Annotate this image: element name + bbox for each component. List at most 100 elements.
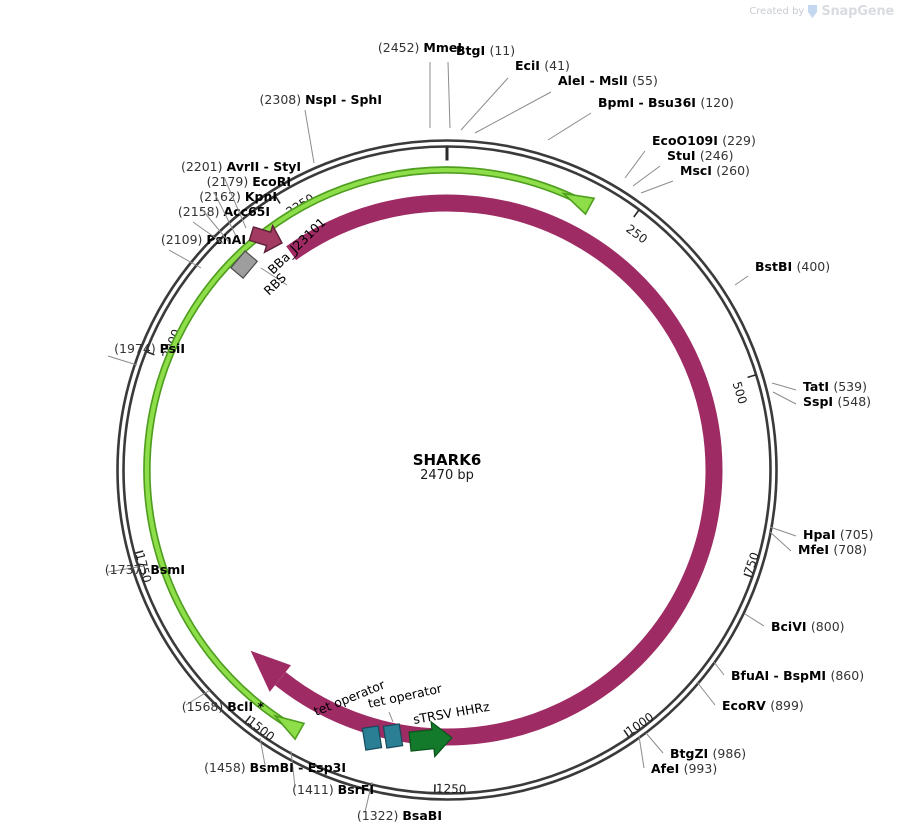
site-position: (705) [840, 527, 874, 542]
site-leader-line [192, 221, 225, 245]
site-label: SspI (548) [803, 394, 871, 409]
strsv-hhrz-ribozyme[interactable] [408, 720, 453, 759]
restriction-site-AvrII-StyI[interactable]: (2201) AvrII - StyI [181, 159, 301, 229]
strsv-hhrz-label: sTRSV HHRz [412, 699, 491, 727]
site-label: BfuAI - BspMI (860) [731, 668, 864, 683]
tick-label-250: 250 [623, 222, 650, 247]
site-position: (1322) [357, 808, 403, 823]
site-label: BciVI (800) [771, 619, 845, 634]
site-position: (993) [684, 761, 718, 776]
site-enzyme-name: BpmI - Bsu36I [598, 95, 700, 110]
restriction-site-EciI[interactable]: EciI (41) [460, 58, 570, 131]
site-position: (1458) [204, 760, 250, 775]
site-leader-line [713, 661, 725, 676]
restriction-site-TatI[interactable]: TatI (539) [771, 379, 867, 394]
restriction-site-BsrFI[interactable]: (1411) BsrFI [290, 750, 374, 797]
tick-mark-500 [747, 373, 757, 379]
site-label: BstBI (400) [755, 259, 830, 274]
site-enzyme-name: EcoRV [722, 698, 770, 713]
restriction-site-MmeI[interactable]: (2452) MmeI [378, 40, 462, 128]
rbs-label: RBS [261, 270, 289, 298]
restriction-site-BtgI[interactable]: BtgI (11) [447, 43, 515, 129]
rbs-leader-line [260, 267, 288, 286]
snapgene-branding: Created by SnapGene [749, 4, 894, 19]
restriction-site-BciVI[interactable]: BciVI (800) [744, 613, 845, 634]
site-position: (539) [833, 379, 867, 394]
site-leader-line [734, 275, 749, 286]
restriction-site-KpnI[interactable]: (2162) KpnI [199, 189, 277, 242]
restriction-site-EcoRI[interactable]: (2179) EcoRI [207, 174, 291, 237]
plasmid-name: SHARK6 [413, 451, 482, 469]
site-leader-line [474, 91, 552, 134]
tick-label-1000: 1000 [623, 710, 656, 739]
site-label: StuI (246) [667, 148, 734, 163]
site-label: (1322) BsaBI [357, 808, 442, 823]
tick-mark-1000 [623, 729, 630, 738]
site-enzyme-name: HpaI [803, 527, 840, 542]
restriction-site-BtgZI[interactable]: BtgZI (986) [645, 732, 746, 761]
site-position: (708) [833, 542, 867, 557]
site-enzyme-name: BciVI [771, 619, 811, 634]
restriction-site-MfeI[interactable]: MfeI (708) [768, 530, 867, 557]
site-enzyme-name: BfuAI - BspMI [731, 668, 830, 683]
site-leader-line [304, 109, 315, 164]
restriction-site-BclI[interactable]: (1568) BclI * [182, 689, 265, 714]
rbs-feature[interactable] [230, 250, 259, 279]
site-leader-line [640, 180, 674, 194]
site-position: (2109) [161, 232, 207, 247]
site-label: (1974) PsiI [114, 341, 185, 356]
site-label: EcoO109I (229) [652, 133, 756, 148]
restriction-site-Acc65I[interactable]: (2158) Acc65I [178, 204, 270, 245]
site-enzyme-name: Acc65I [223, 204, 270, 219]
restriction-site-BsaBI[interactable]: (1322) BsaBI [357, 781, 442, 823]
site-enzyme-name: AleI - MslI [558, 73, 632, 88]
site-position: (2452) [378, 40, 424, 55]
site-enzyme-name: StuI [667, 148, 700, 163]
site-label: AleI - MslI (55) [558, 73, 658, 88]
restriction-site-AleI-MslI[interactable]: AleI - MslI (55) [474, 73, 658, 134]
site-enzyme-name: BtgI [456, 43, 489, 58]
site-label: BtgI (11) [456, 43, 515, 58]
site-position: (120) [700, 95, 734, 110]
site-enzyme-name: TatI [803, 379, 833, 394]
site-leader-line [769, 526, 797, 537]
site-leader-line [638, 735, 645, 769]
restriction-site-MscI[interactable]: MscI (260) [640, 163, 750, 194]
site-enzyme-name: MfeI [798, 542, 833, 557]
plasmid-size: 2470 bp [420, 468, 474, 483]
site-position: (860) [830, 668, 864, 683]
tet-operator-1[interactable] [361, 725, 383, 751]
site-label: (2162) KpnI [199, 189, 277, 204]
site-label: BtgZI (986) [670, 746, 746, 761]
site-leader-line [547, 112, 592, 141]
bba-j23101-promoter[interactable] [247, 220, 286, 256]
restriction-site-BstBI[interactable]: BstBI (400) [734, 259, 830, 286]
restriction-site-BfuAI-BspMI[interactable]: BfuAI - BspMI (860) [713, 661, 864, 683]
restriction-site-AfeI[interactable]: AfeI (993) [638, 735, 718, 776]
restriction-site-EcoRV[interactable]: EcoRV (899) [696, 681, 804, 713]
restriction-site-BpmI-Bsu36I[interactable]: BpmI - Bsu36I (120) [547, 95, 734, 141]
restriction-site-BsmI[interactable]: (1737) BsmI [105, 562, 185, 577]
site-enzyme-name: EcoO109I [652, 133, 722, 148]
lambda-repressor-label: λ repressor [171, 412, 190, 490]
lambda-repressor-feature[interactable]: λ repressor [171, 194, 723, 746]
restriction-site-StuI[interactable]: StuI (246) [632, 148, 734, 187]
site-label: (2201) AvrII - StyI [181, 159, 301, 174]
tet-operator-2[interactable] [382, 723, 404, 749]
restriction-site-NspI-SphI[interactable]: (2308) NspI - SphI [260, 92, 382, 164]
site-label: BpmI - Bsu36I (120) [598, 95, 734, 110]
restriction-site-PsiI[interactable]: (1974) PsiI [107, 341, 185, 366]
restriction-site-BsmBI-Esp3I[interactable]: (1458) BsmBI - Esp3I [204, 737, 346, 775]
tet-operator-2-leader-line [388, 711, 394, 723]
site-position: (1411) [292, 782, 338, 797]
restriction-site-HpaI[interactable]: HpaI (705) [769, 526, 874, 542]
site-leader-line [185, 689, 211, 706]
site-position: (55) [632, 73, 658, 88]
site-leader-line [744, 613, 765, 627]
site-position: (1568) [182, 699, 228, 714]
restriction-site-SspI[interactable]: SspI (548) [772, 391, 871, 409]
site-leader-line [168, 249, 202, 269]
site-label: (1568) BclI * [182, 699, 265, 714]
restriction-site-EcoO109I[interactable]: EcoO109I (229) [624, 133, 756, 179]
site-enzyme-name: AvrII - StyI [226, 159, 301, 174]
